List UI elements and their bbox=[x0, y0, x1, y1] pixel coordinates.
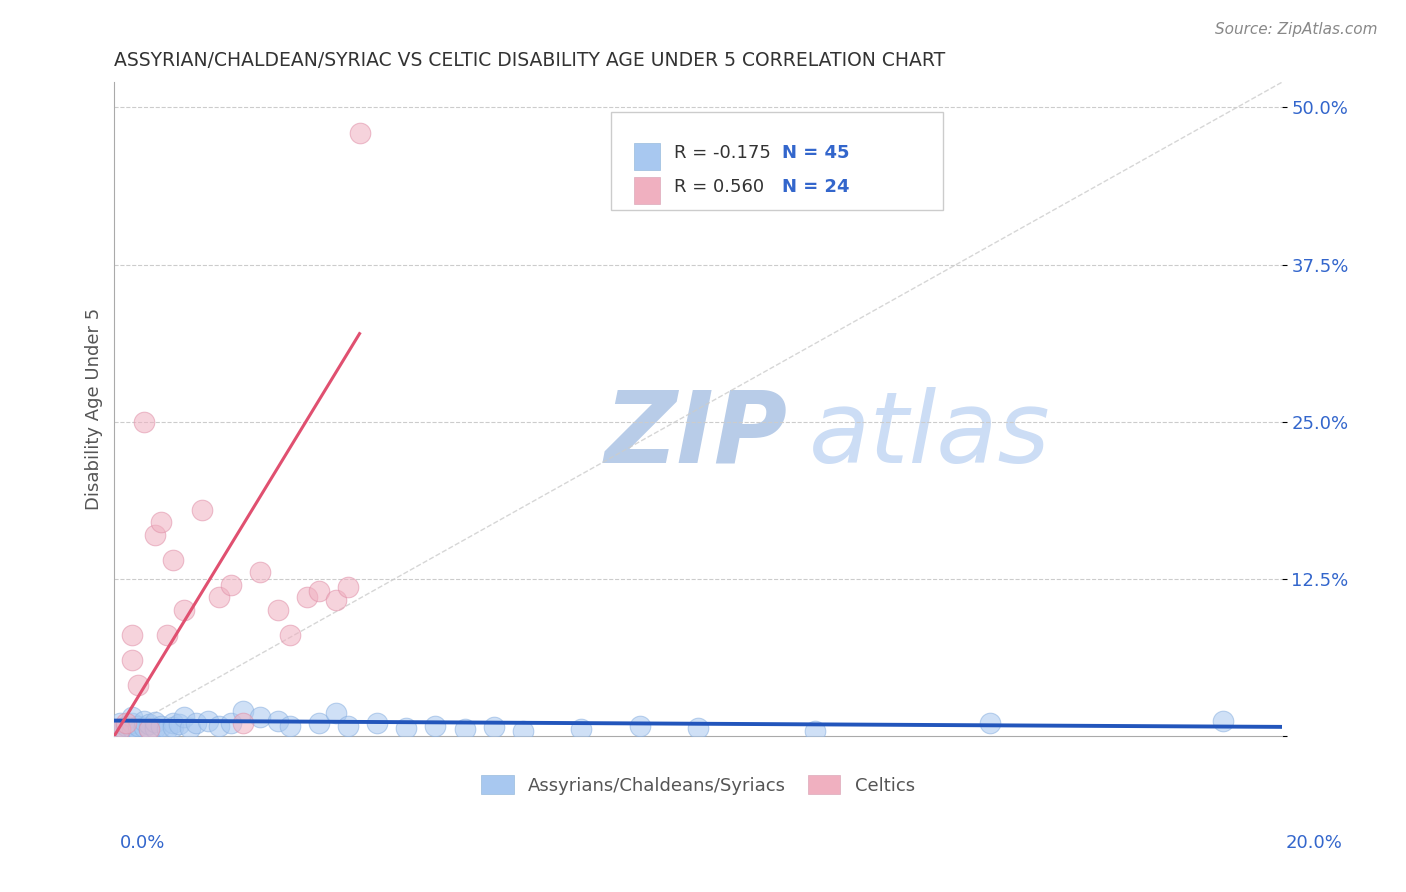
Point bbox=[512, 723, 534, 738]
Point bbox=[395, 721, 418, 735]
Y-axis label: Disability Age Under 5: Disability Age Under 5 bbox=[86, 308, 103, 510]
Point bbox=[232, 704, 254, 718]
Point bbox=[162, 553, 184, 567]
Point bbox=[336, 718, 359, 732]
Point bbox=[173, 603, 195, 617]
Text: N = 45: N = 45 bbox=[782, 145, 849, 162]
Point bbox=[138, 723, 160, 737]
Point bbox=[156, 628, 179, 642]
Point bbox=[425, 718, 447, 732]
Text: R = 0.560: R = 0.560 bbox=[673, 178, 763, 196]
Point bbox=[115, 718, 138, 732]
Point bbox=[191, 502, 214, 516]
Point bbox=[150, 515, 173, 529]
Point bbox=[278, 628, 301, 642]
Point bbox=[569, 723, 592, 737]
Point bbox=[628, 718, 651, 732]
Point bbox=[143, 714, 166, 729]
Text: ZIP: ZIP bbox=[605, 386, 787, 483]
Point bbox=[138, 723, 160, 737]
Point bbox=[143, 721, 166, 735]
Point bbox=[110, 723, 132, 737]
Point bbox=[121, 628, 143, 642]
FancyBboxPatch shape bbox=[634, 177, 659, 204]
Text: N = 24: N = 24 bbox=[782, 178, 849, 196]
Point bbox=[219, 716, 242, 731]
Point bbox=[208, 718, 231, 732]
Text: ASSYRIAN/CHALDEAN/SYRIAC VS CELTIC DISABILITY AGE UNDER 5 CORRELATION CHART: ASSYRIAN/CHALDEAN/SYRIAC VS CELTIC DISAB… bbox=[114, 51, 946, 70]
Point bbox=[366, 716, 388, 731]
Point bbox=[295, 591, 318, 605]
Point bbox=[325, 593, 347, 607]
Point bbox=[979, 716, 1001, 731]
Point bbox=[162, 716, 184, 731]
Point bbox=[1212, 714, 1234, 728]
Point bbox=[110, 723, 132, 737]
Text: R = -0.175: R = -0.175 bbox=[673, 145, 770, 162]
Point bbox=[179, 721, 201, 735]
Point bbox=[184, 716, 207, 731]
Point bbox=[127, 723, 149, 738]
Point bbox=[138, 717, 160, 731]
Point bbox=[121, 716, 143, 731]
Text: atlas: atlas bbox=[808, 386, 1050, 483]
Point bbox=[115, 716, 138, 731]
Point bbox=[121, 653, 143, 667]
Text: 20.0%: 20.0% bbox=[1286, 834, 1343, 852]
Point bbox=[127, 678, 149, 692]
Point bbox=[267, 603, 290, 617]
Point bbox=[308, 584, 330, 599]
FancyBboxPatch shape bbox=[610, 112, 943, 210]
Text: Source: ZipAtlas.com: Source: ZipAtlas.com bbox=[1215, 22, 1378, 37]
Point bbox=[249, 566, 271, 580]
Point bbox=[121, 710, 143, 724]
Legend: Assyrians/Chaldeans/Syriacs, Celtics: Assyrians/Chaldeans/Syriacs, Celtics bbox=[474, 768, 922, 802]
Point bbox=[132, 714, 155, 728]
Point bbox=[219, 578, 242, 592]
Point bbox=[804, 723, 827, 738]
Point bbox=[110, 716, 132, 731]
Text: 0.0%: 0.0% bbox=[120, 834, 165, 852]
Point bbox=[132, 720, 155, 734]
Point bbox=[167, 717, 190, 731]
Point bbox=[127, 718, 149, 732]
Point bbox=[325, 706, 347, 720]
Point bbox=[132, 415, 155, 429]
Point bbox=[267, 714, 290, 728]
Point bbox=[482, 720, 505, 734]
Point bbox=[208, 591, 231, 605]
Point bbox=[308, 716, 330, 731]
FancyBboxPatch shape bbox=[634, 143, 659, 170]
Point bbox=[249, 710, 271, 724]
Point bbox=[453, 723, 475, 737]
Point bbox=[278, 718, 301, 732]
Point bbox=[349, 126, 371, 140]
Point bbox=[162, 720, 184, 734]
Point bbox=[150, 718, 173, 732]
Point bbox=[115, 725, 138, 739]
Point bbox=[232, 716, 254, 731]
Point bbox=[156, 723, 179, 737]
Point bbox=[686, 721, 709, 735]
Point bbox=[336, 581, 359, 595]
Point bbox=[121, 721, 143, 735]
Point bbox=[143, 527, 166, 541]
Point bbox=[197, 714, 219, 728]
Point bbox=[173, 710, 195, 724]
